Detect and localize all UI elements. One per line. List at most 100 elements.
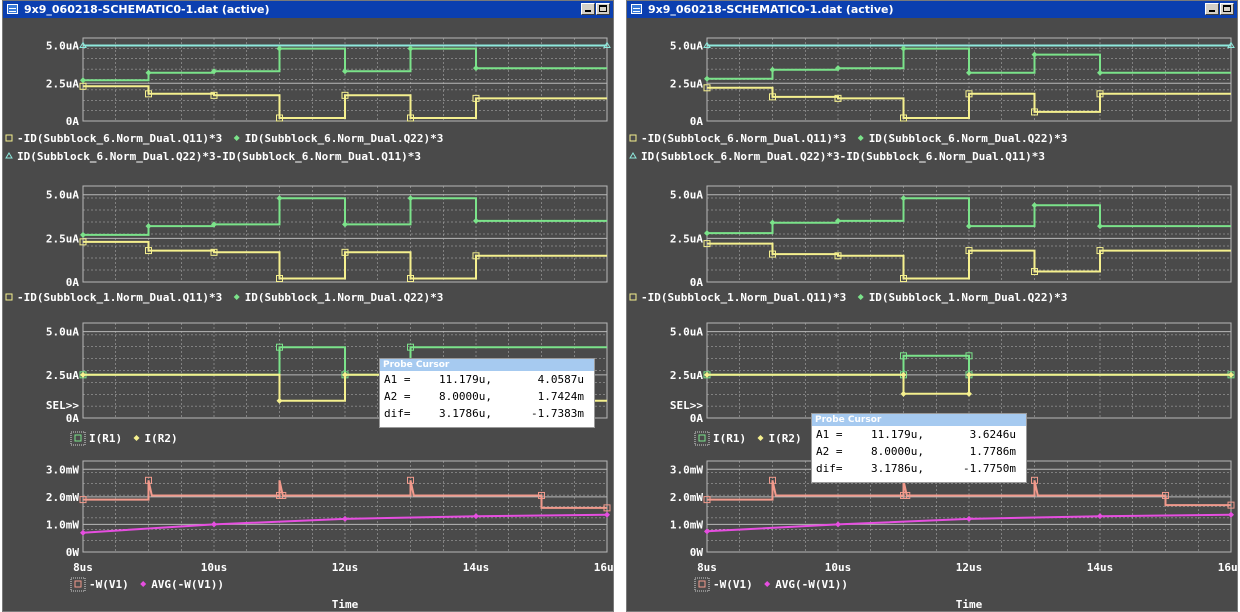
legend-label: I(R2) — [145, 432, 178, 445]
data-point — [966, 69, 972, 76]
data-point — [703, 84, 711, 92]
probe-app-icon — [7, 4, 18, 14]
minimize-button[interactable] — [581, 3, 595, 15]
y-tick-label: 0A — [690, 276, 704, 289]
data-point — [835, 521, 841, 528]
data-point — [79, 82, 87, 90]
plot-panel: 5.0uA 2.5uA 0A -ID(Subblock_1.Norm_Dual.Q11… — [629, 185, 1232, 304]
legend-marker — [629, 152, 637, 159]
y-tick-label: 5.0uA — [46, 40, 79, 53]
data-point — [1227, 501, 1235, 509]
maximize-button[interactable] — [1220, 3, 1234, 15]
data-point — [211, 521, 217, 528]
minimize-button[interactable] — [1205, 3, 1219, 15]
data-point — [703, 41, 711, 49]
series-line — [707, 373, 1231, 395]
data-point — [80, 77, 86, 84]
sel-marker: SEL>> — [46, 399, 79, 412]
probe-cursor-box[interactable]: Probe Cursor A1 = 11.179u, 3.6246u A2 = 8.0… — [811, 413, 1027, 483]
x-tick-label: 16us — [1218, 561, 1237, 574]
y-tick-label: 1.0mW — [46, 518, 79, 531]
y-tick-label: 1.0mW — [670, 518, 703, 531]
series-line — [83, 197, 607, 236]
legend-label: AVG(-W(V1)) — [775, 578, 848, 591]
data-point — [145, 90, 152, 98]
x-tick-label: 12us — [332, 561, 359, 574]
data-point — [1228, 511, 1234, 518]
data-point — [835, 65, 841, 72]
data-point — [900, 390, 907, 397]
legend-marker — [233, 135, 240, 141]
y-tick-label: 2.0mW — [46, 491, 79, 504]
title-bar[interactable]: 9x9_060218-SCHEMATIC0-1.dat (active) — [627, 1, 1237, 18]
data-point — [473, 65, 479, 72]
waveform-plot-area[interactable]: 5.0uA 2.5uA 0A -ID(Subblock_6.Norm_Dual.Q11… — [3, 18, 613, 612]
data-point — [966, 390, 972, 397]
data-point — [276, 45, 283, 52]
y-tick-label: 0A — [690, 412, 704, 425]
y-tick-label: 5.0uA — [670, 40, 703, 53]
legend-label: -ID(Subblock_1.Norm_Dual.Q11)*3 — [641, 291, 846, 304]
legend-label: -ID(Subblock_1.Norm_Dual.Q11)*3 — [17, 291, 222, 304]
data-point — [903, 491, 911, 499]
legend-marker — [857, 294, 864, 300]
window-controls — [1205, 3, 1234, 15]
legend-label: I(R1) — [713, 432, 746, 445]
x-tick-label: 8us — [73, 561, 93, 574]
data-point — [769, 219, 776, 226]
cursor-value: 4.0587u — [537, 373, 584, 386]
cursor-row-a2: A2 = 8.0000u, 1.7424m — [380, 388, 594, 405]
data-point — [276, 343, 283, 351]
data-point — [211, 68, 217, 75]
data-point — [79, 238, 87, 246]
data-point — [900, 114, 907, 122]
data-point — [1096, 90, 1104, 98]
data-point — [835, 217, 841, 224]
data-point — [80, 231, 86, 238]
data-point — [1228, 371, 1234, 378]
data-point — [604, 511, 610, 518]
data-point — [145, 247, 152, 255]
cursor-value: 1.7786m — [969, 445, 1016, 458]
legend-marker — [133, 435, 140, 441]
title-bar[interactable]: 9x9_060218-SCHEMATIC0-1.dat (active) — [3, 1, 613, 18]
data-point — [276, 397, 283, 404]
data-point — [1031, 108, 1038, 116]
y-tick-label: 0A — [690, 115, 704, 128]
legend-label: ID(Subblock_6.Norm_Dual.Q22)*3-ID(Subblo… — [641, 150, 1045, 163]
data-point — [407, 195, 414, 202]
cursor-label: dif= — [816, 462, 843, 475]
probe-cursor-box[interactable]: Probe Cursor A1 = 11.179u, 4.0587u A2 = 8.0… — [379, 358, 595, 428]
legend-marker — [629, 134, 637, 142]
probe-app-icon — [631, 4, 642, 14]
legend-label: -ID(Subblock_6.Norm_Dual.Q11)*3 — [17, 132, 222, 145]
legend-marker — [757, 435, 764, 441]
series-line — [707, 242, 1231, 280]
data-point — [900, 45, 907, 52]
data-point — [472, 94, 480, 102]
cursor-value: -1.7750m — [963, 462, 1016, 475]
legend-label: ID(Subblock_6.Norm_Dual.Q22)*3-ID(Subblo… — [17, 150, 421, 163]
y-tick-label: 0A — [66, 412, 80, 425]
data-point — [407, 45, 414, 52]
y-tick-label: 3.0mW — [670, 463, 703, 476]
data-point — [769, 66, 776, 73]
cursor-label: A1 = — [384, 373, 411, 386]
series-line — [83, 85, 607, 119]
maximize-button[interactable] — [596, 3, 610, 15]
series-line — [83, 240, 607, 280]
legend-selected-box — [70, 431, 86, 446]
probe-cursor-title: Probe Cursor — [380, 359, 594, 371]
data-point — [79, 41, 87, 49]
y-tick-label: 5.0uA — [46, 326, 79, 339]
series-line — [707, 197, 1231, 235]
legend-marker — [629, 293, 637, 301]
cursor-time: 11.179u, — [871, 428, 924, 441]
data-point — [965, 247, 973, 255]
legend-marker — [5, 293, 13, 301]
data-point — [704, 528, 710, 535]
legend-marker — [140, 581, 147, 587]
data-point — [900, 371, 907, 378]
waveform-plot-area[interactable]: 5.0uA 2.5uA 0A -ID(Subblock_6.Norm_Dual.Q11… — [627, 18, 1237, 612]
